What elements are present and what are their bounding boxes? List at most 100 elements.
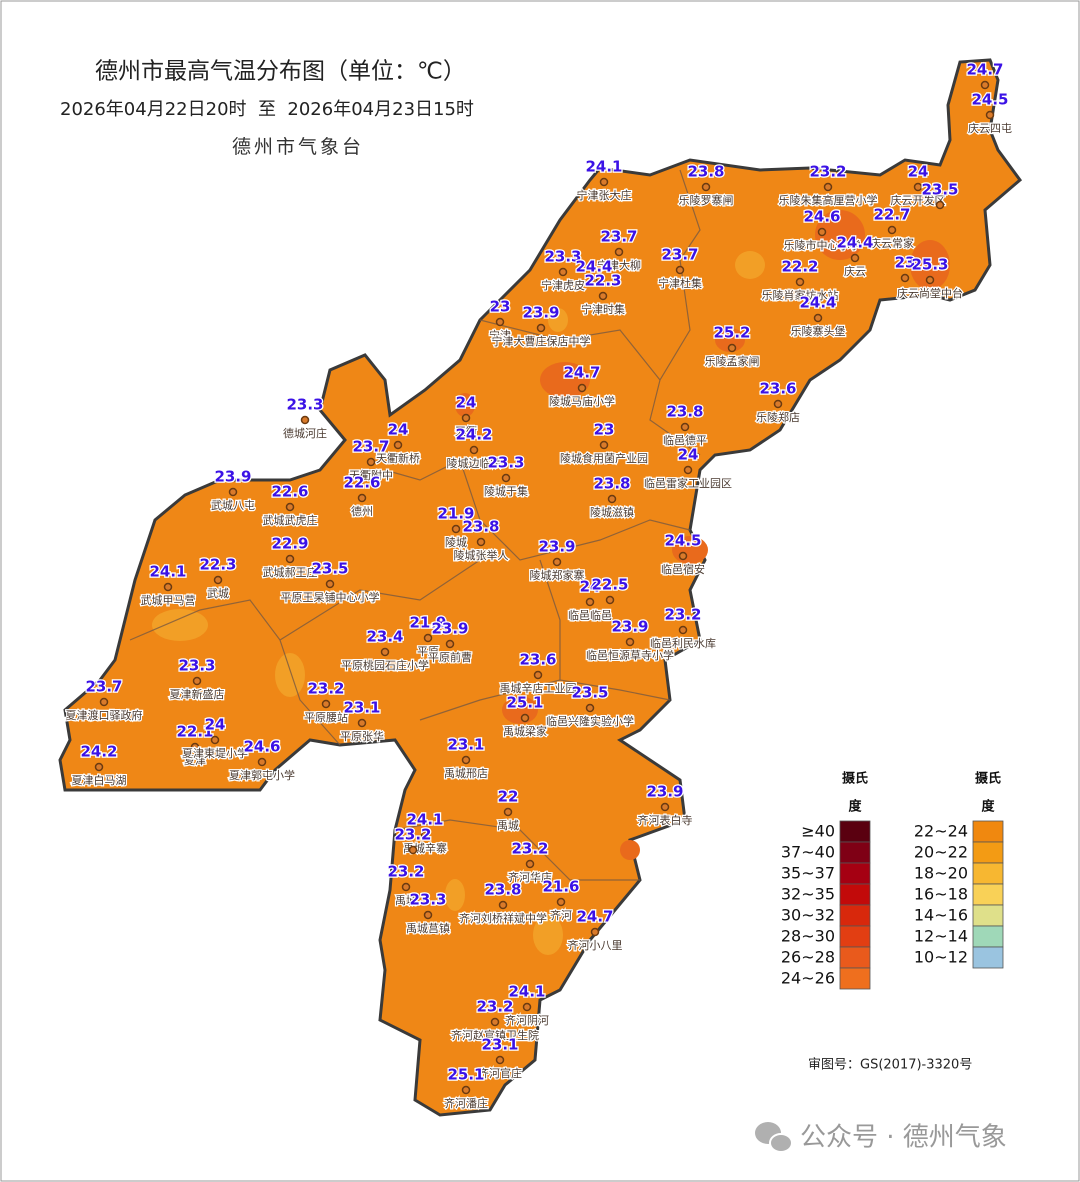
station-dot (556, 897, 566, 907)
station-value: 23 (895, 254, 916, 272)
station-value: 23.2 (307, 680, 344, 698)
legend-heading: 度 (981, 799, 995, 815)
station-name: 宁津时集 (581, 302, 625, 316)
station-dot (913, 182, 923, 192)
station-name: 齐河 (550, 908, 572, 922)
station-value: 23.7 (661, 246, 698, 264)
station-name: 禹城邢店 (444, 766, 488, 780)
station-dot (614, 247, 624, 257)
station-value: 24.4 (799, 294, 836, 312)
station-name: 陵城张举人 (454, 548, 509, 562)
station-name: 乐陵市中心小学 (784, 238, 861, 252)
stations: 24.7庆云四屯24.5宁津张大庄24.1乐陵罗寨闸23.8乐陵朱集高厘营小学2… (64, 59, 1013, 1111)
legend-label: 18~20 (914, 864, 968, 883)
station-dot (498, 900, 508, 910)
station-name: 乐陵郑店 (756, 410, 800, 424)
station-name: 齐河阴河 (505, 1013, 549, 1027)
station-name: 武城 (207, 587, 229, 600)
station-value: 22.1 (176, 723, 213, 741)
station-dot (393, 440, 403, 450)
legend-swatch (972, 904, 1004, 927)
legend-label: 28~30 (781, 927, 835, 946)
station-name: 天衢新桥 (376, 451, 420, 465)
cool-patches (152, 251, 765, 955)
legend-label: 14~16 (914, 906, 968, 925)
legend-label: ≥40 (801, 822, 835, 841)
station-dot (325, 579, 335, 589)
station-value: 24.2 (455, 426, 492, 444)
station-value: 23.3 (409, 891, 446, 909)
station-value: 24.4 (575, 258, 612, 276)
legend: 摄氏度 ≥40 37~40 35~37 32~35 30~32 28~30 26~28 24~2… (781, 771, 1004, 990)
approval-number: 审图号：GS(2017)-3320号 (808, 1058, 972, 1073)
station-dot (366, 457, 376, 467)
station-name: 乐陵肖家坊水站 (762, 288, 839, 302)
legend-swatch (839, 820, 871, 843)
legend-heading: 摄氏 (842, 771, 868, 787)
station-dot (773, 399, 783, 409)
station-name: 夏津東堤小学 (182, 746, 248, 760)
station-name: 武城郝王庄 (263, 565, 318, 579)
station-value: 23.5 (921, 181, 958, 199)
station-name: 齐河潘庄 (444, 1096, 488, 1110)
station-name: 临邑利民水库 (650, 636, 716, 650)
station-name: 齐河表白寺 (638, 813, 693, 827)
station-dot (605, 595, 615, 605)
station-dot (321, 699, 331, 709)
station-name: 平原桃园石庄小学 (341, 658, 429, 672)
station-dot (520, 713, 530, 723)
station-value: 21.6 (542, 878, 579, 896)
station-value: 23.9 (611, 618, 648, 636)
station-dot (461, 755, 471, 765)
station-dot (285, 554, 295, 564)
station-dot (536, 323, 546, 333)
station-dot (985, 110, 995, 120)
station-name: 武城武虎庄 (263, 513, 318, 527)
station-dot (900, 273, 910, 283)
station-name: 天衢 (455, 425, 477, 438)
wechat-icon (755, 1122, 793, 1153)
station-dot (192, 676, 202, 686)
station-name: 齐河华店 (508, 870, 552, 884)
station-dot (980, 80, 990, 90)
station-dot (727, 343, 737, 353)
station-dot (522, 1002, 532, 1012)
station-value: 23.8 (593, 475, 630, 493)
station-value: 23.5 (311, 560, 348, 578)
station-dot (461, 413, 471, 423)
legend-swatch (972, 883, 1004, 906)
station-dot (461, 1085, 471, 1095)
station-name: 禹城 (497, 819, 519, 832)
station-name: 陵城郑家寨 (530, 568, 585, 582)
station-name: 齐河官庄 (478, 1066, 522, 1080)
station-dot (213, 575, 223, 585)
station-dot (823, 182, 833, 192)
station-name: 天衢附中 (349, 468, 393, 482)
station-dot (678, 551, 688, 561)
station-dot (190, 742, 200, 752)
station-dot (935, 200, 945, 210)
station-name: 平原张华 (340, 729, 384, 743)
station-value: 23 (490, 298, 511, 316)
station-dot (423, 910, 433, 920)
station-name: 禹城 (395, 894, 417, 907)
station-name: 陵城 (445, 536, 467, 549)
legend-swatch (972, 841, 1004, 864)
legend-label: 20~22 (914, 843, 968, 862)
station-value: 25.2 (713, 324, 750, 342)
station-name: 乐陵罗寨闸 (679, 193, 734, 207)
station-value: 23.3 (487, 454, 524, 472)
legend-swatch (839, 904, 871, 927)
station-name: 武城八屯 (211, 499, 255, 512)
station-value: 23.9 (431, 620, 468, 638)
station-dot (451, 524, 461, 534)
station-name: 庆云尚堂中台 (897, 286, 963, 300)
borders (129, 169, 701, 881)
station-name: 临邑临邑 (568, 608, 612, 622)
station-name: 宁津杜集 (658, 276, 702, 290)
station-name: 德州 (351, 504, 373, 518)
station-value: 21.9 (437, 505, 474, 523)
station-dot (817, 227, 827, 237)
legend-swatch (839, 841, 871, 864)
station-value: 22.6 (343, 474, 380, 492)
